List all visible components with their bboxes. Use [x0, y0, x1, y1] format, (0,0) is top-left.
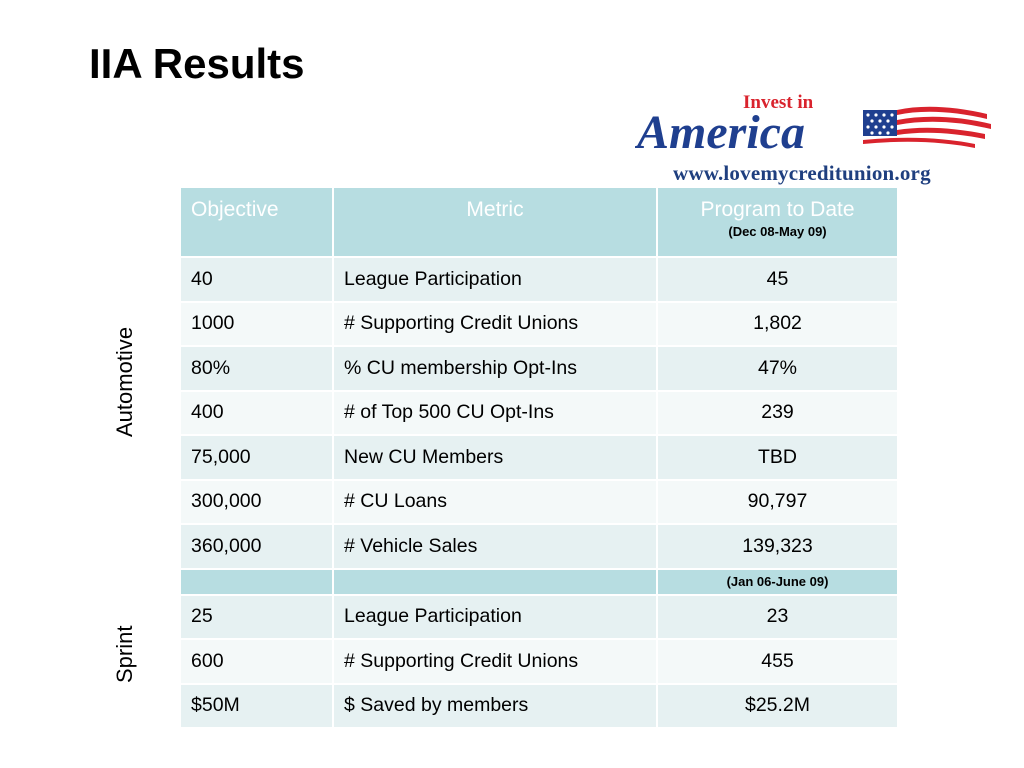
value-cell: 139,323: [656, 523, 899, 570]
invest-in-america-logo: Invest in America: [634, 88, 995, 188]
table-row: 1000 # Supporting Credit Unions 1,802: [179, 300, 899, 347]
automotive-section-label: Automotive: [112, 326, 137, 437]
metric-cell: New CU Members: [332, 434, 658, 481]
metric-cell: % CU membership Opt-Ins: [332, 345, 658, 392]
sprint-section-label: Sprint: [112, 625, 137, 683]
table-row: 80% % CU membership Opt-Ins 47%: [179, 345, 899, 392]
america-flag-wordmark-icon: Invest in America: [634, 92, 991, 159]
value-cell: TBD: [656, 434, 899, 481]
sprint-period-label: (Jan 06-June 09): [656, 567, 899, 596]
header-objective: Objective: [179, 186, 334, 258]
divider-empty-cell: [332, 567, 658, 596]
metric-cell: League Participation: [332, 256, 658, 303]
value-cell: 23: [656, 593, 899, 640]
slide-title: IIA Results: [89, 40, 305, 87]
flag-icon: [863, 106, 991, 148]
header-program-to-date: Program to Date (Dec 08-May 09): [656, 186, 899, 258]
objective-cell: $50M: [179, 682, 334, 729]
metric-cell: League Participation: [332, 593, 658, 640]
objective-cell: 400: [179, 389, 334, 436]
metric-cell: $ Saved by members: [332, 682, 658, 729]
table-row: 300,000 # CU Loans 90,797: [179, 478, 899, 525]
header-program-label: Program to Date: [700, 198, 855, 221]
metric-cell: # of Top 500 CU Opt-Ins: [332, 389, 658, 436]
table-row: 400 # of Top 500 CU Opt-Ins 239: [179, 389, 899, 436]
header-program-period: (Dec 08-May 09): [728, 224, 827, 239]
objective-cell: 75,000: [179, 434, 334, 481]
metric-cell: # Supporting Credit Unions: [332, 300, 658, 347]
table-row: 600 # Supporting Credit Unions 455: [179, 638, 899, 685]
value-cell: 1,802: [656, 300, 899, 347]
metric-cell: # Supporting Credit Unions: [332, 638, 658, 685]
value-cell: $25.2M: [656, 682, 899, 729]
logo-url: www.lovemycreditunion.org: [673, 161, 931, 185]
table-row: 40 League Participation 45: [179, 256, 899, 303]
value-cell: 239: [656, 389, 899, 436]
metric-cell: # Vehicle Sales: [332, 523, 658, 570]
objective-cell: 80%: [179, 345, 334, 392]
objective-cell: 360,000: [179, 523, 334, 570]
objective-cell: 1000: [179, 300, 334, 347]
table-row: 25 League Participation 23: [179, 593, 899, 640]
value-cell: 47%: [656, 345, 899, 392]
table-header-row: Objective Metric Program to Date (Dec 08…: [179, 186, 899, 258]
table-row: $50M $ Saved by members $25.2M: [179, 682, 899, 729]
value-cell: 90,797: [656, 478, 899, 525]
objective-cell: 600: [179, 638, 334, 685]
header-metric: Metric: [332, 186, 658, 258]
section-divider-row: (Jan 06-June 09): [179, 567, 899, 596]
metric-cell: # CU Loans: [332, 478, 658, 525]
objective-cell: 40: [179, 256, 334, 303]
table-row: 75,000 New CU Members TBD: [179, 434, 899, 481]
logo-america: America: [635, 106, 805, 159]
objective-cell: 300,000: [179, 478, 334, 525]
table-row: 360,000 # Vehicle Sales 139,323: [179, 523, 899, 570]
divider-empty-cell: [179, 567, 334, 596]
value-cell: 455: [656, 638, 899, 685]
logo-invest-in: Invest in: [743, 92, 814, 113]
objective-cell: 25: [179, 593, 334, 640]
results-table: Objective Metric Program to Date (Dec 08…: [179, 186, 899, 729]
value-cell: 45: [656, 256, 899, 303]
